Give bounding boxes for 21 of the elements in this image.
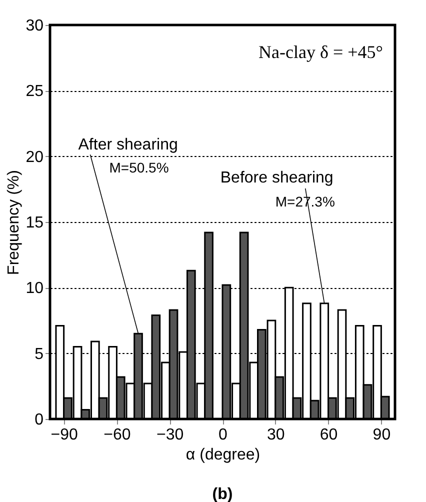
x-tick-label: 0 bbox=[218, 426, 228, 444]
x-tick-label: 60 bbox=[320, 426, 338, 444]
y-tick-label: 15 bbox=[26, 214, 44, 232]
x-tick-label: 90 bbox=[372, 426, 391, 444]
x-axis-title: α (degree) bbox=[186, 446, 260, 464]
annotation: After shearing bbox=[78, 136, 178, 154]
y-tick-label: 5 bbox=[34, 346, 44, 363]
y-tick-label: 20 bbox=[26, 148, 44, 166]
y-tick-label: 25 bbox=[26, 83, 44, 100]
y-axis-title: Frequency (%) bbox=[6, 170, 23, 275]
x-tick-label: −60 bbox=[104, 426, 131, 444]
y-tick-label: 30 bbox=[26, 18, 44, 34]
y-tick-label: 10 bbox=[26, 280, 44, 298]
x-tick-label: −30 bbox=[156, 426, 184, 444]
annotation: Before shearing bbox=[220, 169, 334, 186]
x-tick-label: 30 bbox=[266, 426, 285, 444]
annotation: M=50.5% bbox=[109, 160, 169, 176]
annotation: Na-clay δ = +45° bbox=[258, 42, 383, 62]
x-tick-label: −90 bbox=[50, 426, 78, 444]
y-tick-label: 0 bbox=[34, 412, 44, 428]
text: (b) bbox=[212, 486, 233, 502]
